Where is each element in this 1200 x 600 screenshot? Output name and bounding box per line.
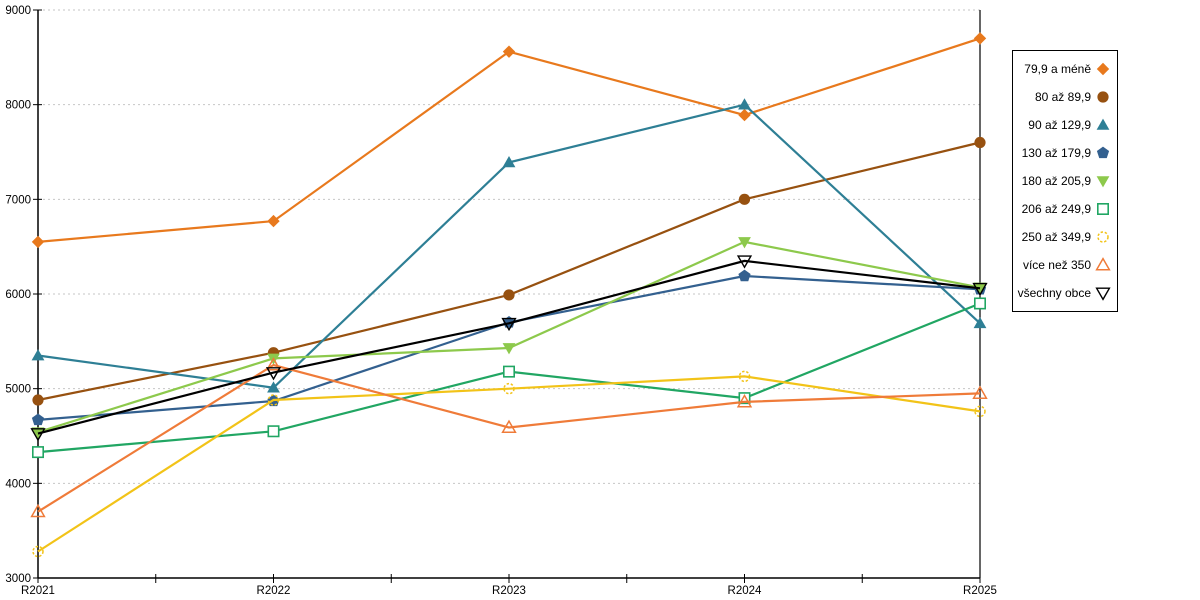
marker-triangle-up bbox=[502, 156, 516, 168]
marker-square-open bbox=[1096, 202, 1109, 215]
marker-triangle-down-open bbox=[972, 282, 988, 297]
marker-triangle-up-open bbox=[972, 385, 988, 399]
series-line-7 bbox=[37, 375, 981, 553]
y-tick-label: 6000 bbox=[5, 289, 31, 301]
y-tick-label: 3000 bbox=[5, 573, 31, 585]
y-tick-label: 9000 bbox=[5, 5, 31, 17]
marker-triangle-down-open bbox=[736, 255, 753, 269]
series-line-9 bbox=[37, 259, 981, 435]
marker-triangle-up-open bbox=[736, 394, 753, 408]
legend-item-label: 250 až 349,9 bbox=[1021, 230, 1091, 244]
legend-item-label: 206 až 249,9 bbox=[1021, 202, 1091, 216]
marker-triangle-down bbox=[502, 343, 516, 355]
legend-item-label: 79,9 a méně bbox=[1024, 62, 1091, 76]
x-tick-label: R2025 bbox=[963, 585, 997, 597]
marker-triangle-up-open bbox=[265, 357, 282, 371]
marker-circle bbox=[32, 394, 44, 406]
series-line-1 bbox=[37, 37, 981, 243]
marker-circle bbox=[1097, 91, 1109, 103]
legend-item: 90 až 129,9 bbox=[1013, 111, 1117, 139]
legend-marker-icon bbox=[1097, 91, 1109, 103]
marker-circle-open bbox=[267, 394, 280, 406]
marker-pentagon bbox=[738, 269, 751, 282]
legend-item: všechny obce bbox=[1013, 279, 1117, 307]
legend-item-label: 80 až 89,9 bbox=[1034, 90, 1091, 104]
marker-triangle-down-open bbox=[501, 317, 517, 332]
marker-circle bbox=[503, 289, 515, 301]
marker-diamond bbox=[267, 214, 280, 228]
marker-triangle-down-open bbox=[265, 367, 282, 381]
marker-triangle-up-open bbox=[1095, 257, 1111, 271]
legend-marker-icon bbox=[1096, 176, 1110, 188]
marker-triangle-down bbox=[1096, 176, 1110, 188]
marker-diamond bbox=[973, 32, 987, 45]
marker-circle bbox=[974, 136, 986, 149]
x-tick-label: R2021 bbox=[21, 585, 55, 597]
legend-marker-icon bbox=[1095, 257, 1111, 271]
x-tick-label: R2023 bbox=[492, 585, 526, 597]
marker-triangle-up bbox=[1096, 118, 1110, 130]
chart-legend: 79,9 a méně 80 až 89,9 90 až 129,9 130 až 1… bbox=[1012, 50, 1118, 312]
marker-diamond bbox=[31, 235, 45, 249]
legend-item: 80 až 89,9 bbox=[1013, 83, 1117, 111]
marker-triangle-up bbox=[267, 381, 280, 393]
marker-circle-open bbox=[503, 382, 515, 395]
marker-triangle-up bbox=[31, 349, 45, 361]
legend-marker-icon bbox=[1096, 62, 1110, 76]
legend-marker-icon bbox=[1096, 202, 1109, 215]
legend-item-label: 180 až 205,9 bbox=[1021, 174, 1091, 188]
legend-marker-icon bbox=[1095, 287, 1111, 301]
y-tick-label: 5000 bbox=[5, 384, 31, 396]
marker-pentagon bbox=[1096, 146, 1110, 159]
y-tick-label: 8000 bbox=[5, 100, 31, 112]
marker-pentagon bbox=[31, 413, 45, 426]
marker-square-open bbox=[973, 297, 986, 310]
legend-marker-icon bbox=[1096, 118, 1110, 130]
marker-diamond bbox=[738, 108, 751, 122]
legend-item: 180 až 205,9 bbox=[1013, 167, 1117, 195]
marker-circle-open bbox=[1097, 231, 1109, 243]
marker-triangle-down-open bbox=[30, 428, 46, 442]
legend-item: 79,9 a méně bbox=[1013, 55, 1117, 83]
marker-triangle-up bbox=[738, 98, 751, 110]
legend-marker-icon bbox=[1096, 146, 1110, 159]
legend-item: 206 až 249,9 bbox=[1013, 195, 1117, 223]
marker-circle-open bbox=[32, 545, 44, 558]
legend-item-label: více než 350 bbox=[1022, 258, 1091, 272]
marker-circle-open bbox=[738, 370, 751, 383]
x-tick-label: R2024 bbox=[728, 585, 762, 597]
marker-triangle-up-open bbox=[501, 419, 517, 434]
marker-square-open bbox=[31, 446, 44, 459]
marker-triangle-up-open bbox=[30, 503, 46, 518]
series-line-8 bbox=[37, 363, 981, 513]
legend-item: 130 až 179,9 bbox=[1013, 139, 1117, 167]
y-tick-label: 7000 bbox=[5, 194, 31, 206]
marker-circle-open bbox=[974, 405, 986, 418]
marker-triangle-down-open bbox=[1095, 287, 1111, 301]
legend-item-label: 90 až 129,9 bbox=[1028, 118, 1091, 132]
marker-triangle-down bbox=[738, 237, 751, 249]
marker-diamond bbox=[1096, 62, 1110, 76]
marker-circle bbox=[738, 193, 751, 205]
marker-square-open bbox=[267, 425, 280, 438]
legend-item-label: všechny obce bbox=[1017, 286, 1091, 300]
series-line-5 bbox=[37, 240, 981, 434]
marker-square-open bbox=[502, 365, 515, 378]
legend-item: více než 350 bbox=[1013, 251, 1117, 279]
y-tick-label: 4000 bbox=[5, 478, 31, 490]
legend-item: 250 až 349,9 bbox=[1013, 223, 1117, 251]
legend-marker-icon bbox=[1097, 231, 1109, 243]
marker-square-open bbox=[738, 392, 751, 405]
legend-item-label: 130 až 179,9 bbox=[1021, 146, 1091, 160]
marker-diamond bbox=[502, 45, 516, 58]
marker-triangle-up bbox=[973, 316, 987, 329]
x-tick-label: R2022 bbox=[257, 585, 291, 597]
